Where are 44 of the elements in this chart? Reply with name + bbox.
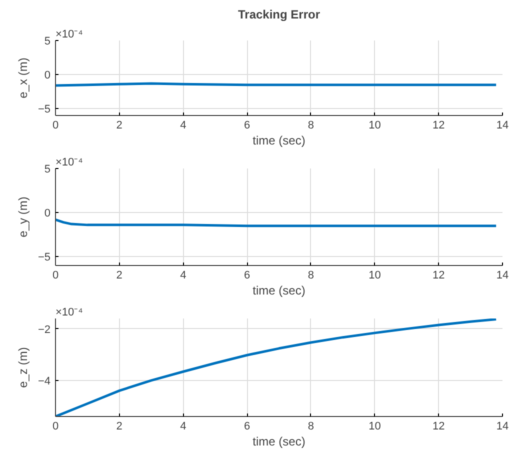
x-tick-label: 12	[432, 270, 445, 282]
x-tick-label: 14	[496, 270, 509, 282]
x-tick-label: 0	[52, 120, 59, 132]
annotation: ×10⁻⁴	[56, 156, 84, 168]
x-tick-label: 12	[432, 120, 445, 132]
y-tick-label: −5	[38, 252, 51, 264]
y-tick-label: 0	[44, 208, 51, 220]
y-tick-label: 5	[44, 36, 51, 48]
x-tick-label: 10	[368, 420, 381, 432]
annotation: ×10⁻⁴	[56, 306, 84, 318]
x-axis-title: time (sec)	[252, 134, 306, 148]
line-series	[56, 218, 498, 228]
x-tick-label: 6	[244, 420, 250, 432]
x-axis-title: time (sec)	[252, 434, 306, 448]
y-tick-label: −2	[38, 324, 51, 336]
line-series	[56, 318, 498, 416]
x-tick-label: 10	[368, 120, 381, 132]
x-tick-label: 8	[308, 270, 314, 282]
y-tick-label: −5	[38, 104, 51, 116]
x-tick-label: 6	[244, 120, 250, 132]
x-tick-label: 2	[116, 270, 122, 282]
x-tick-label: 0	[52, 270, 59, 282]
annotation: ×10⁻⁴	[56, 28, 84, 40]
x-tick-label: 14	[496, 420, 509, 432]
x-tick-label: 2	[116, 120, 122, 132]
x-tick-label: 12	[432, 420, 445, 432]
x-tick-label: 6	[244, 270, 250, 282]
y-axis-title: e_x (m)	[16, 58, 30, 98]
x-tick-label: 4	[180, 420, 186, 432]
x-tick-label: 4	[180, 270, 186, 282]
y-tick-label: 0	[44, 70, 51, 82]
x-tick-label: 14	[496, 120, 509, 132]
x-axis-title: time (sec)	[252, 284, 306, 298]
x-tick-label: 10	[368, 270, 381, 282]
x-tick-label: 2	[116, 420, 122, 432]
y-axis-title: e_z (m)	[16, 347, 30, 388]
x-tick-label: 4	[180, 120, 186, 132]
y-axis-title: e_y (m)	[16, 196, 30, 238]
x-tick-label: 8	[308, 120, 314, 132]
x-tick-label: 0	[52, 420, 59, 432]
y-tick-label: −4	[38, 375, 51, 388]
chart-title: Tracking Error	[238, 8, 320, 22]
x-tick-label: 8	[308, 420, 314, 432]
y-tick-label: 5	[44, 164, 51, 176]
